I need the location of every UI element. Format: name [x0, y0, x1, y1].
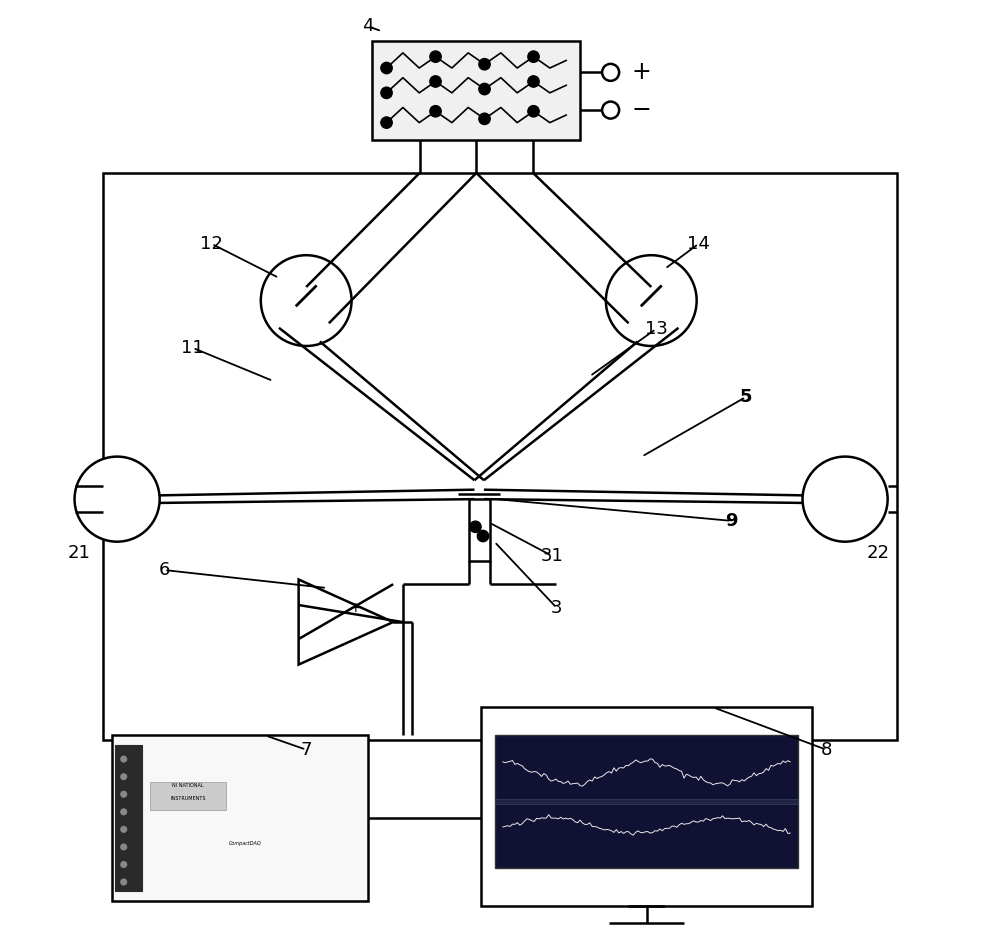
Circle shape [381, 63, 392, 73]
Circle shape [470, 521, 481, 533]
Text: INSTRUMENTS: INSTRUMENTS [170, 796, 206, 801]
Circle shape [121, 880, 127, 884]
Text: 5: 5 [740, 388, 752, 406]
Circle shape [602, 102, 619, 119]
Bar [469, 499, 490, 560]
Text: 4: 4 [362, 17, 373, 35]
Text: 6: 6 [159, 561, 170, 579]
Circle shape [430, 51, 441, 63]
Bar [372, 41, 580, 140]
Text: 12: 12 [200, 235, 223, 253]
Text: −: − [632, 98, 652, 122]
Text: +: + [350, 601, 361, 615]
Circle shape [121, 791, 127, 797]
Circle shape [121, 862, 127, 867]
Text: 3: 3 [551, 599, 562, 617]
Text: 31: 31 [541, 547, 563, 565]
Bar [103, 173, 897, 740]
Text: 13: 13 [645, 320, 667, 338]
Bar [481, 708, 812, 905]
Circle shape [75, 456, 160, 542]
Circle shape [121, 756, 127, 762]
Text: 7: 7 [300, 741, 312, 759]
Circle shape [261, 255, 352, 346]
Circle shape [602, 64, 619, 81]
Bar [115, 745, 142, 891]
Circle shape [477, 531, 489, 542]
Text: 14: 14 [687, 235, 710, 253]
Circle shape [121, 809, 127, 815]
Bar [495, 799, 798, 805]
Circle shape [381, 117, 392, 128]
Circle shape [479, 113, 490, 125]
Circle shape [430, 76, 441, 87]
Text: 11: 11 [181, 339, 204, 357]
Bar [150, 782, 226, 810]
Circle shape [528, 76, 539, 87]
Text: 21: 21 [68, 544, 91, 562]
Bar [112, 735, 368, 901]
Circle shape [121, 844, 127, 850]
Circle shape [528, 51, 539, 63]
Circle shape [381, 87, 392, 99]
Circle shape [479, 59, 490, 70]
Circle shape [121, 774, 127, 780]
Text: NI NATIONAL: NI NATIONAL [172, 783, 204, 787]
Text: 8: 8 [820, 741, 832, 759]
Circle shape [479, 84, 490, 95]
Circle shape [121, 826, 127, 832]
Text: CompactDAQ: CompactDAQ [228, 841, 261, 845]
Circle shape [430, 106, 441, 117]
Text: 22: 22 [867, 544, 890, 562]
Text: 9: 9 [725, 512, 738, 530]
Circle shape [803, 456, 888, 542]
Bar [495, 735, 798, 868]
Circle shape [606, 255, 697, 346]
Text: +: + [632, 60, 652, 85]
Circle shape [528, 106, 539, 117]
